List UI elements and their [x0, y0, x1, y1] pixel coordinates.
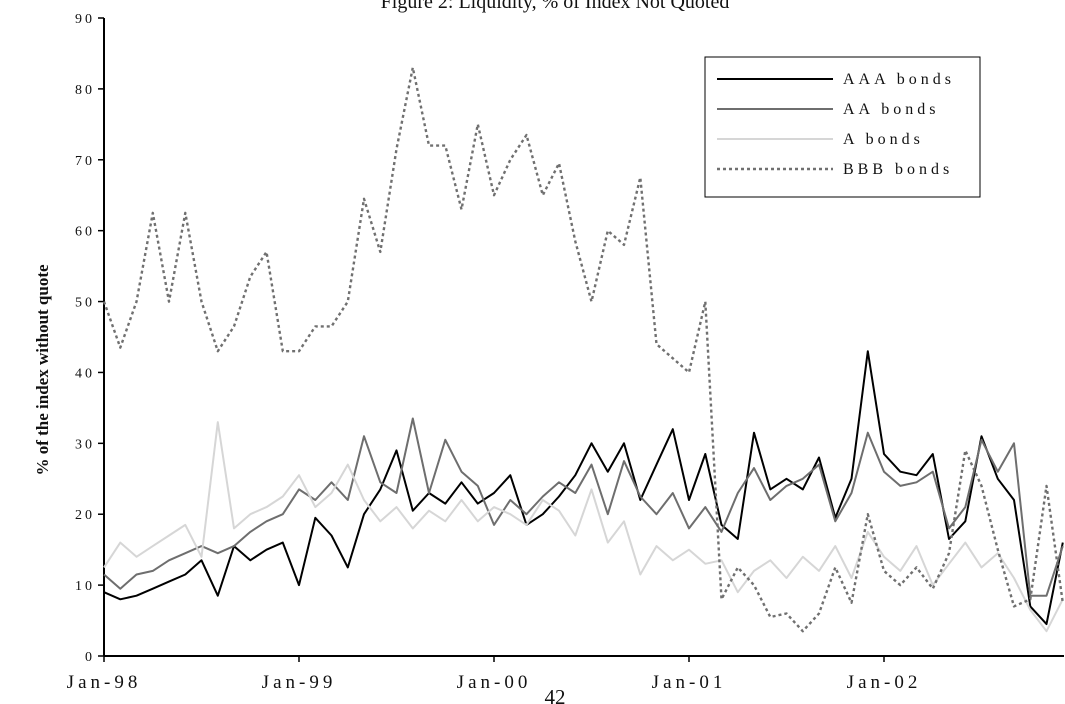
chart-title: Figure 2: Liquidity, % of Index Not Quot…: [381, 0, 730, 13]
legend-label: A bonds: [843, 131, 924, 148]
legend-label: AA bonds: [843, 101, 939, 118]
legend-label: AAA bonds: [843, 71, 955, 88]
y-axis-label: % of the index without quote: [33, 264, 52, 476]
legend-box: [704, 56, 981, 198]
y-axis: 0 10 20 30 40 50 60 70 80 90: [75, 12, 104, 665]
series-line-a-bonds: [103, 421, 1064, 633]
series-layer: [102, 66, 1064, 633]
y-tick-label: 0: [85, 650, 95, 665]
series-line-aaa-bonds: [103, 350, 1064, 626]
y-tick-label: 50: [75, 296, 95, 311]
x-axis: Jan-98 Jan-99 Jan-00 Jan-01 Jan-02: [67, 656, 922, 693]
y-tick-label: 40: [75, 366, 95, 381]
x-tick-label: Jan-02: [847, 672, 922, 693]
y-tick-label: 90: [75, 12, 95, 27]
y-tick-label: 10: [75, 579, 95, 594]
x-tick-label: Jan-98: [67, 672, 142, 693]
legend-label: BBB bonds: [843, 161, 953, 178]
y-tick-label: 20: [75, 508, 95, 523]
legend: AAA bonds AA bonds A bonds BBB bonds: [704, 56, 981, 198]
series-line-bbb-bonds: [102, 66, 1064, 633]
x-tick-label: Jan-99: [262, 672, 337, 693]
y-tick-label: 70: [75, 154, 95, 169]
series-line-aa-bonds: [103, 417, 1064, 597]
y-tick-label: 60: [75, 225, 95, 240]
page-number: 42: [545, 685, 566, 704]
y-tick-label: 30: [75, 437, 95, 452]
x-tick-label: Jan-00: [457, 672, 532, 693]
x-tick-label: Jan-01: [652, 672, 727, 693]
y-tick-label: 80: [75, 83, 95, 98]
